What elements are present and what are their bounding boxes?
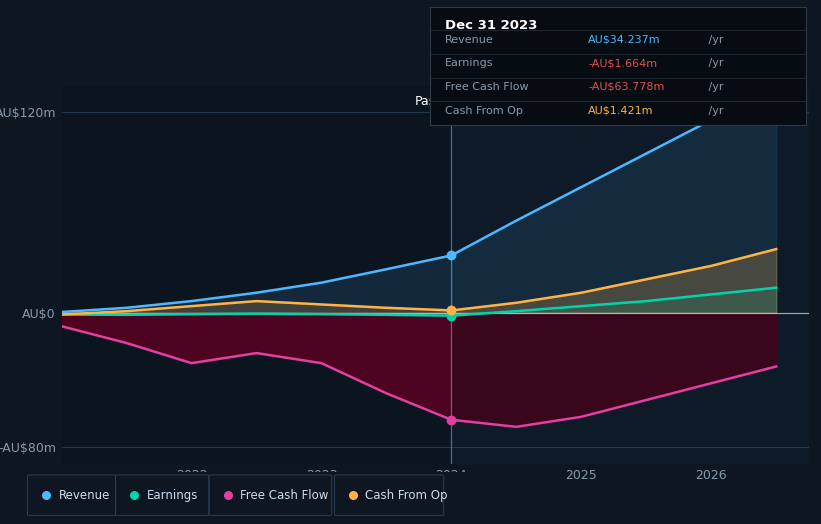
Text: AU$34.237m: AU$34.237m <box>588 35 661 45</box>
Point <box>445 311 458 320</box>
Text: /yr: /yr <box>704 82 723 92</box>
Bar <box>62 86 452 464</box>
Text: Revenue: Revenue <box>58 489 110 501</box>
Text: Revenue: Revenue <box>445 35 494 45</box>
Point <box>445 306 458 314</box>
Text: Earnings: Earnings <box>445 58 493 69</box>
Text: Earnings: Earnings <box>146 489 198 501</box>
Text: AU$1.421m: AU$1.421m <box>588 105 654 116</box>
Text: -AU$1.664m: -AU$1.664m <box>588 58 658 69</box>
Text: Analysts Forecasts: Analysts Forecasts <box>461 95 578 108</box>
Text: Free Cash Flow: Free Cash Flow <box>240 489 328 501</box>
Text: Cash From Op: Cash From Op <box>365 489 447 501</box>
Text: -AU$63.778m: -AU$63.778m <box>588 82 664 92</box>
Text: Free Cash Flow: Free Cash Flow <box>445 82 529 92</box>
Point <box>445 251 458 259</box>
Text: Past: Past <box>415 95 441 108</box>
Text: /yr: /yr <box>704 58 723 69</box>
Text: /yr: /yr <box>704 35 723 45</box>
Text: Dec 31 2023: Dec 31 2023 <box>445 19 538 32</box>
Text: Cash From Op: Cash From Op <box>445 105 523 116</box>
Point <box>445 416 458 424</box>
Text: /yr: /yr <box>704 105 723 116</box>
